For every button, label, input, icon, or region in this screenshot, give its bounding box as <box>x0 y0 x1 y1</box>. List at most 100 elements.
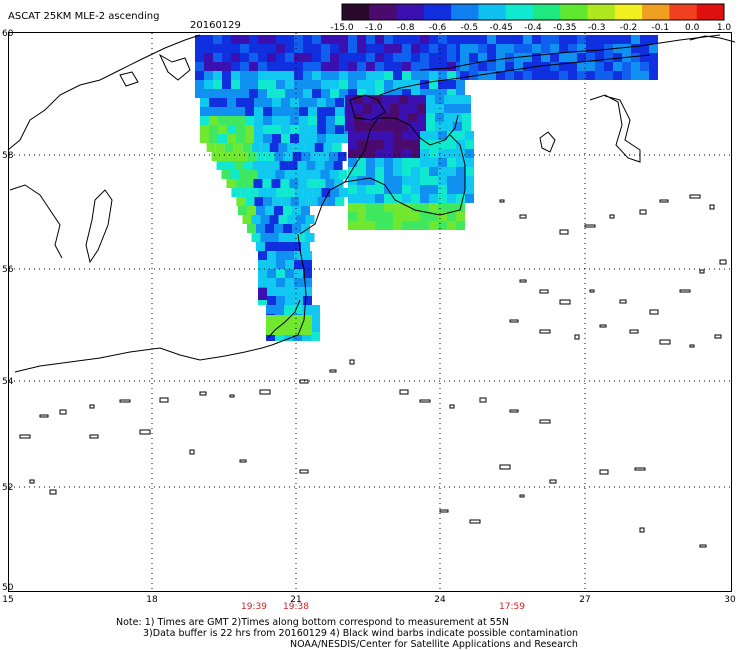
colorbar-swatch <box>451 4 479 20</box>
lon-label: 30 <box>724 595 736 605</box>
lake-outline <box>89 434 99 439</box>
colorbar: -15.0 -1.0 -0.8 -0.6 -0.5 -0.45 -0.4 -0.35 -0.3 -… <box>330 3 732 33</box>
lake-outline <box>629 329 639 334</box>
lat-label: 60 <box>2 29 14 39</box>
lake-outline <box>589 289 595 293</box>
lake-outline <box>634 467 646 471</box>
colorbar-swatch <box>369 4 398 20</box>
lake-outline <box>259 389 271 395</box>
lake-outline <box>539 289 549 294</box>
lake-outline <box>479 397 487 403</box>
lon-label: 24 <box>434 595 446 605</box>
lon-label: 18 <box>146 595 158 605</box>
lake-outline <box>679 289 691 293</box>
colorbar-swatch <box>505 4 534 20</box>
lake-outline <box>619 299 627 304</box>
lake-outline <box>689 194 701 199</box>
lake-outline <box>639 527 645 533</box>
colorbar-label: -0.3 <box>588 23 606 33</box>
colorbar-swatch <box>642 4 670 20</box>
lake-outline <box>499 199 505 203</box>
colorbar-label: 0.0 <box>685 23 700 33</box>
lake-outline <box>519 214 527 219</box>
colorbar-label: -15.0 <box>330 23 354 33</box>
lake-outline <box>559 229 569 235</box>
lake-outline <box>509 409 519 413</box>
lake-outline <box>419 399 431 403</box>
map-date: 20160129 <box>190 20 241 31</box>
lat-label: 56 <box>2 265 14 275</box>
map-frame <box>8 32 732 592</box>
lake-outline <box>509 319 519 323</box>
lake-outline <box>609 214 615 219</box>
lake-outline <box>549 479 557 484</box>
note-line-1: Note: 1) Times are GMT 2)Times along bot… <box>116 617 509 628</box>
lake-outline <box>449 404 455 409</box>
lake-outline <box>699 269 705 274</box>
lake-outline <box>599 469 609 475</box>
lake-outline <box>199 391 207 396</box>
lake-outline <box>139 429 151 435</box>
colorbar-label: -0.45 <box>490 23 513 33</box>
lat-lon-grid <box>9 33 731 591</box>
colorbar-swatch <box>560 4 589 20</box>
lake-outline <box>499 464 511 470</box>
lake-outline <box>559 299 571 305</box>
lake-outline <box>439 509 449 513</box>
lake-outline <box>239 459 247 463</box>
lake-outlines <box>19 194 727 548</box>
lake-outline <box>699 544 707 548</box>
lake-outline <box>639 209 647 215</box>
time-label: 17:59 <box>499 602 525 612</box>
lat-label: 52 <box>2 483 13 493</box>
lake-outline <box>89 404 95 409</box>
lake-outline <box>709 204 715 210</box>
lake-outline <box>714 334 722 339</box>
note-line-3: NOAA/NESDIS/Center for Satellite Applica… <box>290 639 578 650</box>
lon-label: 21 <box>290 595 301 605</box>
axis-labels: 60 58 56 54 52 50 15 18 21 24 27 30 <box>2 29 736 605</box>
lake-outline <box>399 389 409 395</box>
colorbar-label: -0.2 <box>620 23 638 33</box>
lake-outline <box>119 399 131 403</box>
lake-outline <box>469 519 481 524</box>
lake-outline <box>49 489 57 495</box>
note-line-2: 3)Data buffer is 22 hrs from 20160129 4)… <box>143 628 579 639</box>
lake-outline <box>659 339 671 345</box>
colorbar-label: -0.4 <box>524 23 542 33</box>
colorbar-swatch <box>396 4 425 20</box>
colorbar-swatch <box>587 4 616 20</box>
lake-outline <box>329 369 337 373</box>
lake-outline <box>719 259 727 265</box>
colorbar-swatch <box>423 4 452 20</box>
scatterometer-swath <box>195 35 658 341</box>
time-labels: 19:39 19:38 17:59 <box>241 602 525 612</box>
lake-outline <box>519 279 527 283</box>
lake-outline <box>649 309 659 315</box>
colorbar-label: -1.0 <box>365 23 383 33</box>
lake-outline <box>189 449 195 455</box>
time-label: 19:39 <box>241 602 267 612</box>
lake-outline <box>229 394 235 398</box>
lat-label: 50 <box>2 583 14 593</box>
lake-outline <box>519 494 525 498</box>
lake-outline <box>689 344 695 348</box>
colorbar-swatch <box>342 4 370 20</box>
lake-outline <box>539 419 551 424</box>
colorbar-swatch <box>478 4 507 20</box>
lake-outline <box>19 434 31 439</box>
colorbar-swatch <box>669 4 698 20</box>
colorbar-label: 1.0 <box>717 23 732 33</box>
colorbar-swatch <box>533 4 561 20</box>
colorbar-label: -0.6 <box>429 23 447 33</box>
lake-outline <box>29 479 35 484</box>
colorbar-label: -0.1 <box>652 23 670 33</box>
lake-outline <box>599 324 607 328</box>
lon-label: 27 <box>579 595 590 605</box>
lake-outline <box>659 199 669 203</box>
lake-outline <box>159 397 169 403</box>
lake-outline <box>539 329 551 334</box>
time-label: 19:38 <box>283 602 309 612</box>
lon-label: 15 <box>2 595 13 605</box>
